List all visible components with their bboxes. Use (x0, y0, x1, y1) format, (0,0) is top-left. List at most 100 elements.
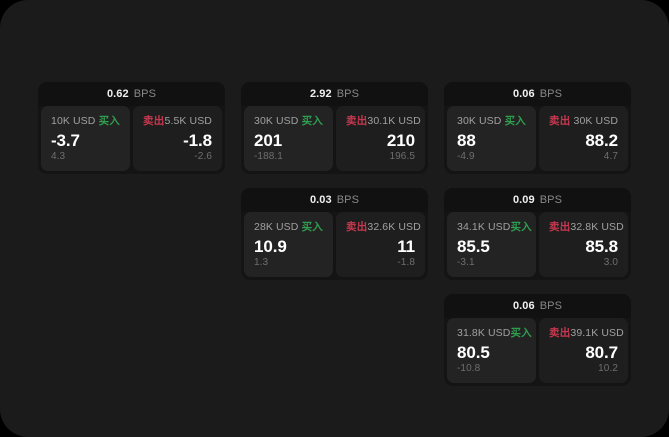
quote-side-buy[interactable]: 30K USD 买入 88 -4.9 (447, 106, 536, 171)
quote-card[interactable]: 0.06 BPS 31.8K USD 买入 80.5 -10.8 卖出 39.1K USD 80… (444, 294, 631, 386)
card-header: 0.09 BPS (444, 188, 631, 212)
quote-subvalue: 1.3 (254, 257, 269, 268)
card-body: 30K USD 买入 88 -4.9 卖出 30K USD 88.2 4.7 (444, 106, 631, 174)
quote-side-buy[interactable]: 10K USD 买入 -3.7 4.3 (41, 106, 130, 171)
card-body: 28K USD 买入 10.9 1.3 卖出 32.6K USD 11 -1.8 (241, 212, 428, 280)
quote-price: 88 (457, 130, 476, 150)
order-size-label: 31.8K USD (457, 326, 511, 339)
quote-card[interactable]: 0.03 BPS 28K USD 买入 10.9 1.3 卖出 32.6K USD 11 -1.8 (241, 188, 428, 280)
quote-side-sell[interactable]: 卖出 30K USD 88.2 4.7 (539, 106, 628, 171)
quote-side-buy[interactable]: 28K USD 买入 10.9 1.3 (244, 212, 333, 277)
quote-subvalue: -4.9 (457, 151, 475, 162)
quote-side-header: 30K USD 买入 (254, 114, 323, 128)
column-1: 0.62 BPS 10K USD 买入 -3.7 4.3 卖出 5.5K USD -1.8 -2.… (38, 82, 225, 174)
order-size-label: 28K USD (254, 220, 299, 233)
order-size-label: 30K USD (457, 114, 502, 127)
quote-price: 201 (254, 130, 283, 150)
quote-price: -1.8 (183, 130, 212, 150)
spread-value: 0.62 (106, 88, 129, 100)
card-header: 2.92 BPS (241, 82, 428, 106)
spread-value: 0.09 (512, 194, 535, 206)
card-body: 34.1K USD 买入 85.5 -3.1 卖出 32.8K USD 85.8 3.0 (444, 212, 631, 280)
quote-side-header: 卖出 32.8K USD (549, 220, 624, 234)
quote-side-header: 卖出 30K USD (549, 114, 618, 128)
quote-card[interactable]: 0.09 BPS 34.1K USD 买入 85.5 -3.1 卖出 32.8K USD 85.… (444, 188, 631, 280)
buy-tag: 买入 (98, 115, 120, 127)
order-size-label: 5.5K USD (164, 114, 212, 127)
order-size-label: 32.6K USD (367, 220, 421, 233)
spread-unit-label: BPS (336, 88, 360, 100)
quote-side-buy[interactable]: 31.8K USD 买入 80.5 -10.8 (447, 318, 536, 383)
quote-subvalue: 10.2 (598, 363, 618, 374)
card-body: 30K USD 买入 201 -188.1 卖出 30.1K USD 210 196.5 (241, 106, 428, 174)
quote-price: 88.2 (585, 130, 618, 150)
card-header: 0.62 BPS (38, 82, 225, 106)
quote-subvalue: -2.6 (194, 151, 212, 162)
quote-card-grid: 0.62 BPS 10K USD 买入 -3.7 4.3 卖出 5.5K USD -1.8 -2.… (38, 82, 632, 386)
quote-side-header: 卖出 5.5K USD (143, 114, 212, 128)
buy-tag: 买入 (510, 221, 532, 233)
quote-price: 11 (397, 236, 415, 256)
buy-tag: 买入 (301, 221, 323, 233)
quote-price: 80.7 (585, 342, 618, 362)
order-size-label: 39.1K USD (570, 326, 624, 339)
quote-price: 10.9 (254, 236, 287, 256)
quote-side-sell[interactable]: 卖出 30.1K USD 210 196.5 (336, 106, 425, 171)
quote-subvalue: 3.0 (603, 257, 618, 268)
quote-price: 210 (386, 130, 415, 150)
order-size-label: 10K USD (51, 114, 96, 127)
quote-card[interactable]: 2.92 BPS 30K USD 买入 201 -188.1 卖出 30.1K USD 210 1… (241, 82, 428, 174)
quote-price: -3.7 (51, 130, 80, 150)
quote-side-header: 卖出 32.6K USD (346, 220, 421, 234)
card-body: 31.8K USD 买入 80.5 -10.8 卖出 39.1K USD 80.7 10.2 (444, 318, 631, 386)
order-size-label: 30K USD (254, 114, 299, 127)
spread-unit-label: BPS (539, 300, 563, 312)
spread-value: 2.92 (309, 88, 332, 100)
quote-side-header: 卖出 30.1K USD (346, 114, 421, 128)
spread-unit-label: BPS (539, 194, 563, 206)
quote-side-sell[interactable]: 卖出 39.1K USD 80.7 10.2 (539, 318, 628, 383)
spread-unit-label: BPS (336, 194, 360, 206)
quote-side-header: 34.1K USD 买入 (457, 220, 532, 234)
quote-side-buy[interactable]: 34.1K USD 买入 85.5 -3.1 (447, 212, 536, 277)
card-header: 0.03 BPS (241, 188, 428, 212)
quote-subvalue: -188.1 (254, 151, 283, 162)
quote-side-sell[interactable]: 卖出 32.8K USD 85.8 3.0 (539, 212, 628, 277)
spread-value: 0.06 (512, 88, 535, 100)
column-2: 2.92 BPS 30K USD 买入 201 -188.1 卖出 30.1K USD 210 1… (241, 82, 428, 280)
quote-card[interactable]: 0.62 BPS 10K USD 买入 -3.7 4.3 卖出 5.5K USD -1.8 -2.… (38, 82, 225, 174)
buy-tag: 买入 (510, 327, 532, 339)
quote-price: 80.5 (457, 342, 490, 362)
quote-subvalue: -1.8 (397, 257, 415, 268)
quote-side-sell[interactable]: 卖出 32.6K USD 11 -1.8 (336, 212, 425, 277)
card-header: 0.06 BPS (444, 82, 631, 106)
quote-subvalue: -3.1 (457, 257, 475, 268)
quote-side-buy[interactable]: 30K USD 买入 201 -188.1 (244, 106, 333, 171)
order-size-label: 34.1K USD (457, 220, 511, 233)
spread-value: 0.06 (512, 300, 535, 312)
quote-subvalue: 196.5 (389, 151, 415, 162)
column-3: 0.06 BPS 30K USD 买入 88 -4.9 卖出 30K USD 88.2 4.7 0.… (444, 82, 631, 386)
quote-card[interactable]: 0.06 BPS 30K USD 买入 88 -4.9 卖出 30K USD 88.2 4.7 (444, 82, 631, 174)
quote-side-header: 31.8K USD 买入 (457, 326, 532, 340)
buy-tag: 买入 (504, 115, 526, 127)
quote-side-header: 28K USD 买入 (254, 220, 323, 234)
quote-subvalue: 4.3 (51, 151, 66, 162)
spread-unit-label: BPS (133, 88, 157, 100)
sell-tag: 卖出 (549, 221, 571, 233)
quote-side-sell[interactable]: 卖出 5.5K USD -1.8 -2.6 (133, 106, 222, 171)
sell-tag: 卖出 (549, 327, 571, 339)
spread-value: 0.03 (309, 194, 332, 206)
quote-side-header: 10K USD 买入 (51, 114, 120, 128)
card-header: 0.06 BPS (444, 294, 631, 318)
sell-tag: 卖出 (346, 115, 368, 127)
order-size-label: 30K USD (573, 114, 618, 127)
spread-unit-label: BPS (539, 88, 563, 100)
quote-side-header: 30K USD 买入 (457, 114, 526, 128)
card-body: 10K USD 买入 -3.7 4.3 卖出 5.5K USD -1.8 -2.6 (38, 106, 225, 174)
order-size-label: 30.1K USD (367, 114, 421, 127)
quote-subvalue: -10.8 (457, 363, 481, 374)
order-size-label: 32.8K USD (570, 220, 624, 233)
quote-side-header: 卖出 39.1K USD (549, 326, 624, 340)
